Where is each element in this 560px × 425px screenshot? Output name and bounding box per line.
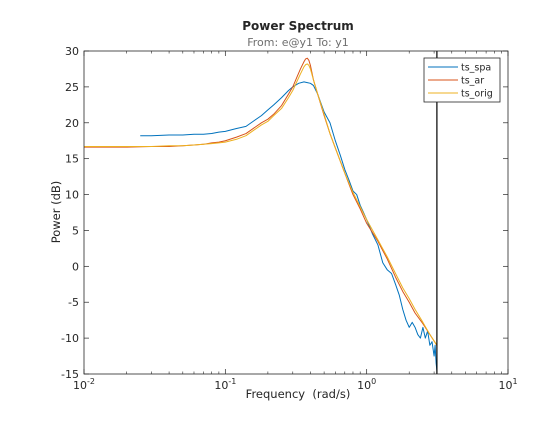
x-tick-label: 100 [357, 377, 376, 392]
y-tick-label: -10 [61, 332, 79, 345]
x-axis-ticks: 10-2 10-1 100 101 [73, 51, 518, 392]
legend-items: ts_spa ts_ar ts_orig [428, 63, 493, 100]
x-tick-label: 10-1 [214, 377, 236, 392]
y-tick-label: -5 [68, 296, 79, 309]
y-tick-label: -15 [61, 368, 79, 381]
y-tick-label: 30 [65, 45, 79, 58]
y-tick-label: 25 [65, 81, 79, 94]
y-tick-label: 20 [65, 117, 79, 130]
legend-label-ts_spa: ts_spa [461, 63, 491, 74]
y-tick-label: 15 [65, 153, 79, 166]
plot-axes-box [83, 50, 509, 375]
series-line-ts_ar [84, 57, 438, 346]
x-tick-label: 10-2 [73, 377, 95, 392]
series-layer [84, 57, 438, 371]
y-tick-label: 5 [72, 224, 79, 237]
series-line-ts_spa [140, 81, 438, 371]
x-tick-label: 101 [498, 377, 517, 392]
legend: ts_spa ts_ar ts_orig [423, 57, 501, 103]
legend-label-ts_orig: ts_orig [461, 89, 493, 100]
y-tick-label: 0 [72, 260, 79, 273]
y-axis-ticks: -15 -10 -5 0 5 10 15 20 25 30 [61, 45, 508, 381]
y-tick-label: 10 [65, 189, 79, 202]
chart-subtitle: From: e@y1 To: y1 [247, 36, 349, 49]
legend-label-ts_ar: ts_ar [461, 76, 484, 87]
y-axis-label: Power (dB) [49, 181, 63, 244]
series-line-ts_orig [84, 63, 438, 346]
chart-title: Power Spectrum [242, 19, 354, 33]
x-axis-label: Frequency (rad/s) [246, 387, 351, 401]
